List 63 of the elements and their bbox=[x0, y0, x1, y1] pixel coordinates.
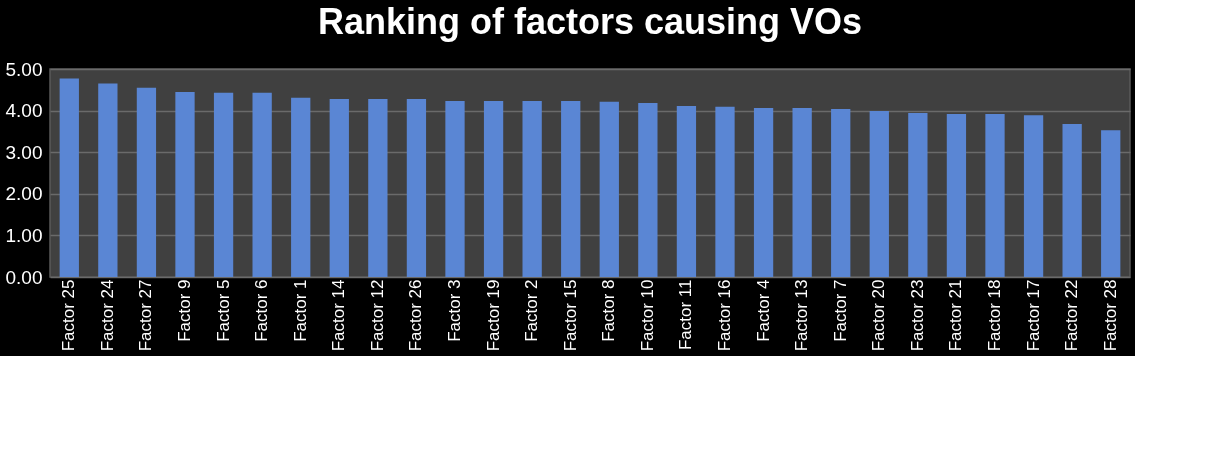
bar bbox=[638, 103, 658, 277]
bar bbox=[483, 101, 504, 277]
bar bbox=[1023, 115, 1044, 277]
bar bbox=[946, 113, 967, 277]
bar bbox=[715, 106, 735, 277]
y-tick-label: 3.00 bbox=[5, 141, 43, 163]
bar bbox=[869, 111, 889, 277]
x-tick-label: Factor 11 bbox=[676, 279, 696, 351]
x-tick-label: Factor 15 bbox=[560, 279, 580, 352]
x-tick-label: Factor 12 bbox=[367, 279, 387, 352]
bar bbox=[676, 106, 697, 277]
x-tick-label: Factor 6 bbox=[252, 279, 272, 342]
x-tick-label: Factor 9 bbox=[175, 279, 194, 342]
bar bbox=[368, 98, 388, 277]
x-tick-label: Factor 26 bbox=[406, 279, 426, 352]
x-tick-label: Factor 10 bbox=[637, 279, 657, 352]
y-tick-label: 2.00 bbox=[5, 183, 43, 205]
bar bbox=[561, 101, 581, 277]
y-tick-label: 5.00 bbox=[5, 58, 43, 80]
x-tick-label: Factor 27 bbox=[136, 279, 156, 352]
bar bbox=[599, 101, 619, 277]
x-tick-label: Factor 14 bbox=[329, 279, 349, 352]
x-tick-label: Factor 1 bbox=[290, 279, 310, 342]
x-tick-label: Factor 25 bbox=[59, 279, 79, 352]
bar bbox=[252, 92, 272, 277]
y-tick-label: 0.00 bbox=[5, 266, 43, 288]
bar bbox=[329, 98, 349, 277]
bar bbox=[753, 108, 774, 277]
bar bbox=[792, 108, 812, 277]
bar bbox=[522, 101, 542, 277]
x-tick-label: Factor 4 bbox=[753, 279, 773, 342]
x-tick-label: Factor 22 bbox=[1062, 279, 1082, 352]
bar bbox=[59, 78, 79, 277]
bar bbox=[98, 83, 118, 277]
bar bbox=[406, 98, 427, 277]
bar bbox=[908, 113, 928, 277]
x-tick-label: Factor 13 bbox=[792, 279, 812, 352]
bar bbox=[1062, 123, 1082, 277]
bar bbox=[175, 91, 195, 277]
x-tick-label: Factor 18 bbox=[985, 279, 1004, 352]
bar bbox=[1101, 130, 1121, 277]
x-tick-label: Factor 19 bbox=[483, 279, 503, 352]
bar bbox=[136, 87, 157, 277]
x-tick-label: Factor 28 bbox=[1100, 279, 1120, 352]
y-tick-label: 4.00 bbox=[5, 100, 43, 122]
x-tick-label: Factor 24 bbox=[97, 279, 117, 352]
y-tick-label: 1.00 bbox=[5, 224, 43, 246]
x-tick-label: Factor 20 bbox=[869, 279, 889, 352]
x-tick-label: Factor 5 bbox=[213, 279, 233, 342]
bar bbox=[445, 101, 465, 277]
bar bbox=[831, 108, 851, 277]
x-tick-label: Factor 7 bbox=[830, 279, 850, 342]
x-tick-label: Factor 2 bbox=[522, 279, 542, 342]
bar bbox=[213, 92, 234, 277]
x-tick-label: Factor 3 bbox=[445, 279, 464, 342]
x-tick-label: Factor 21 bbox=[946, 279, 966, 352]
x-tick-label: Factor 8 bbox=[599, 279, 619, 342]
x-tick-label: Factor 23 bbox=[907, 279, 927, 352]
bar bbox=[291, 97, 311, 277]
x-tick-label: Factor 16 bbox=[715, 279, 734, 352]
x-tick-label: Factor 17 bbox=[1023, 279, 1043, 352]
chart-title: Ranking of factors causing VOs bbox=[317, 1, 863, 42]
bar bbox=[985, 113, 1005, 277]
